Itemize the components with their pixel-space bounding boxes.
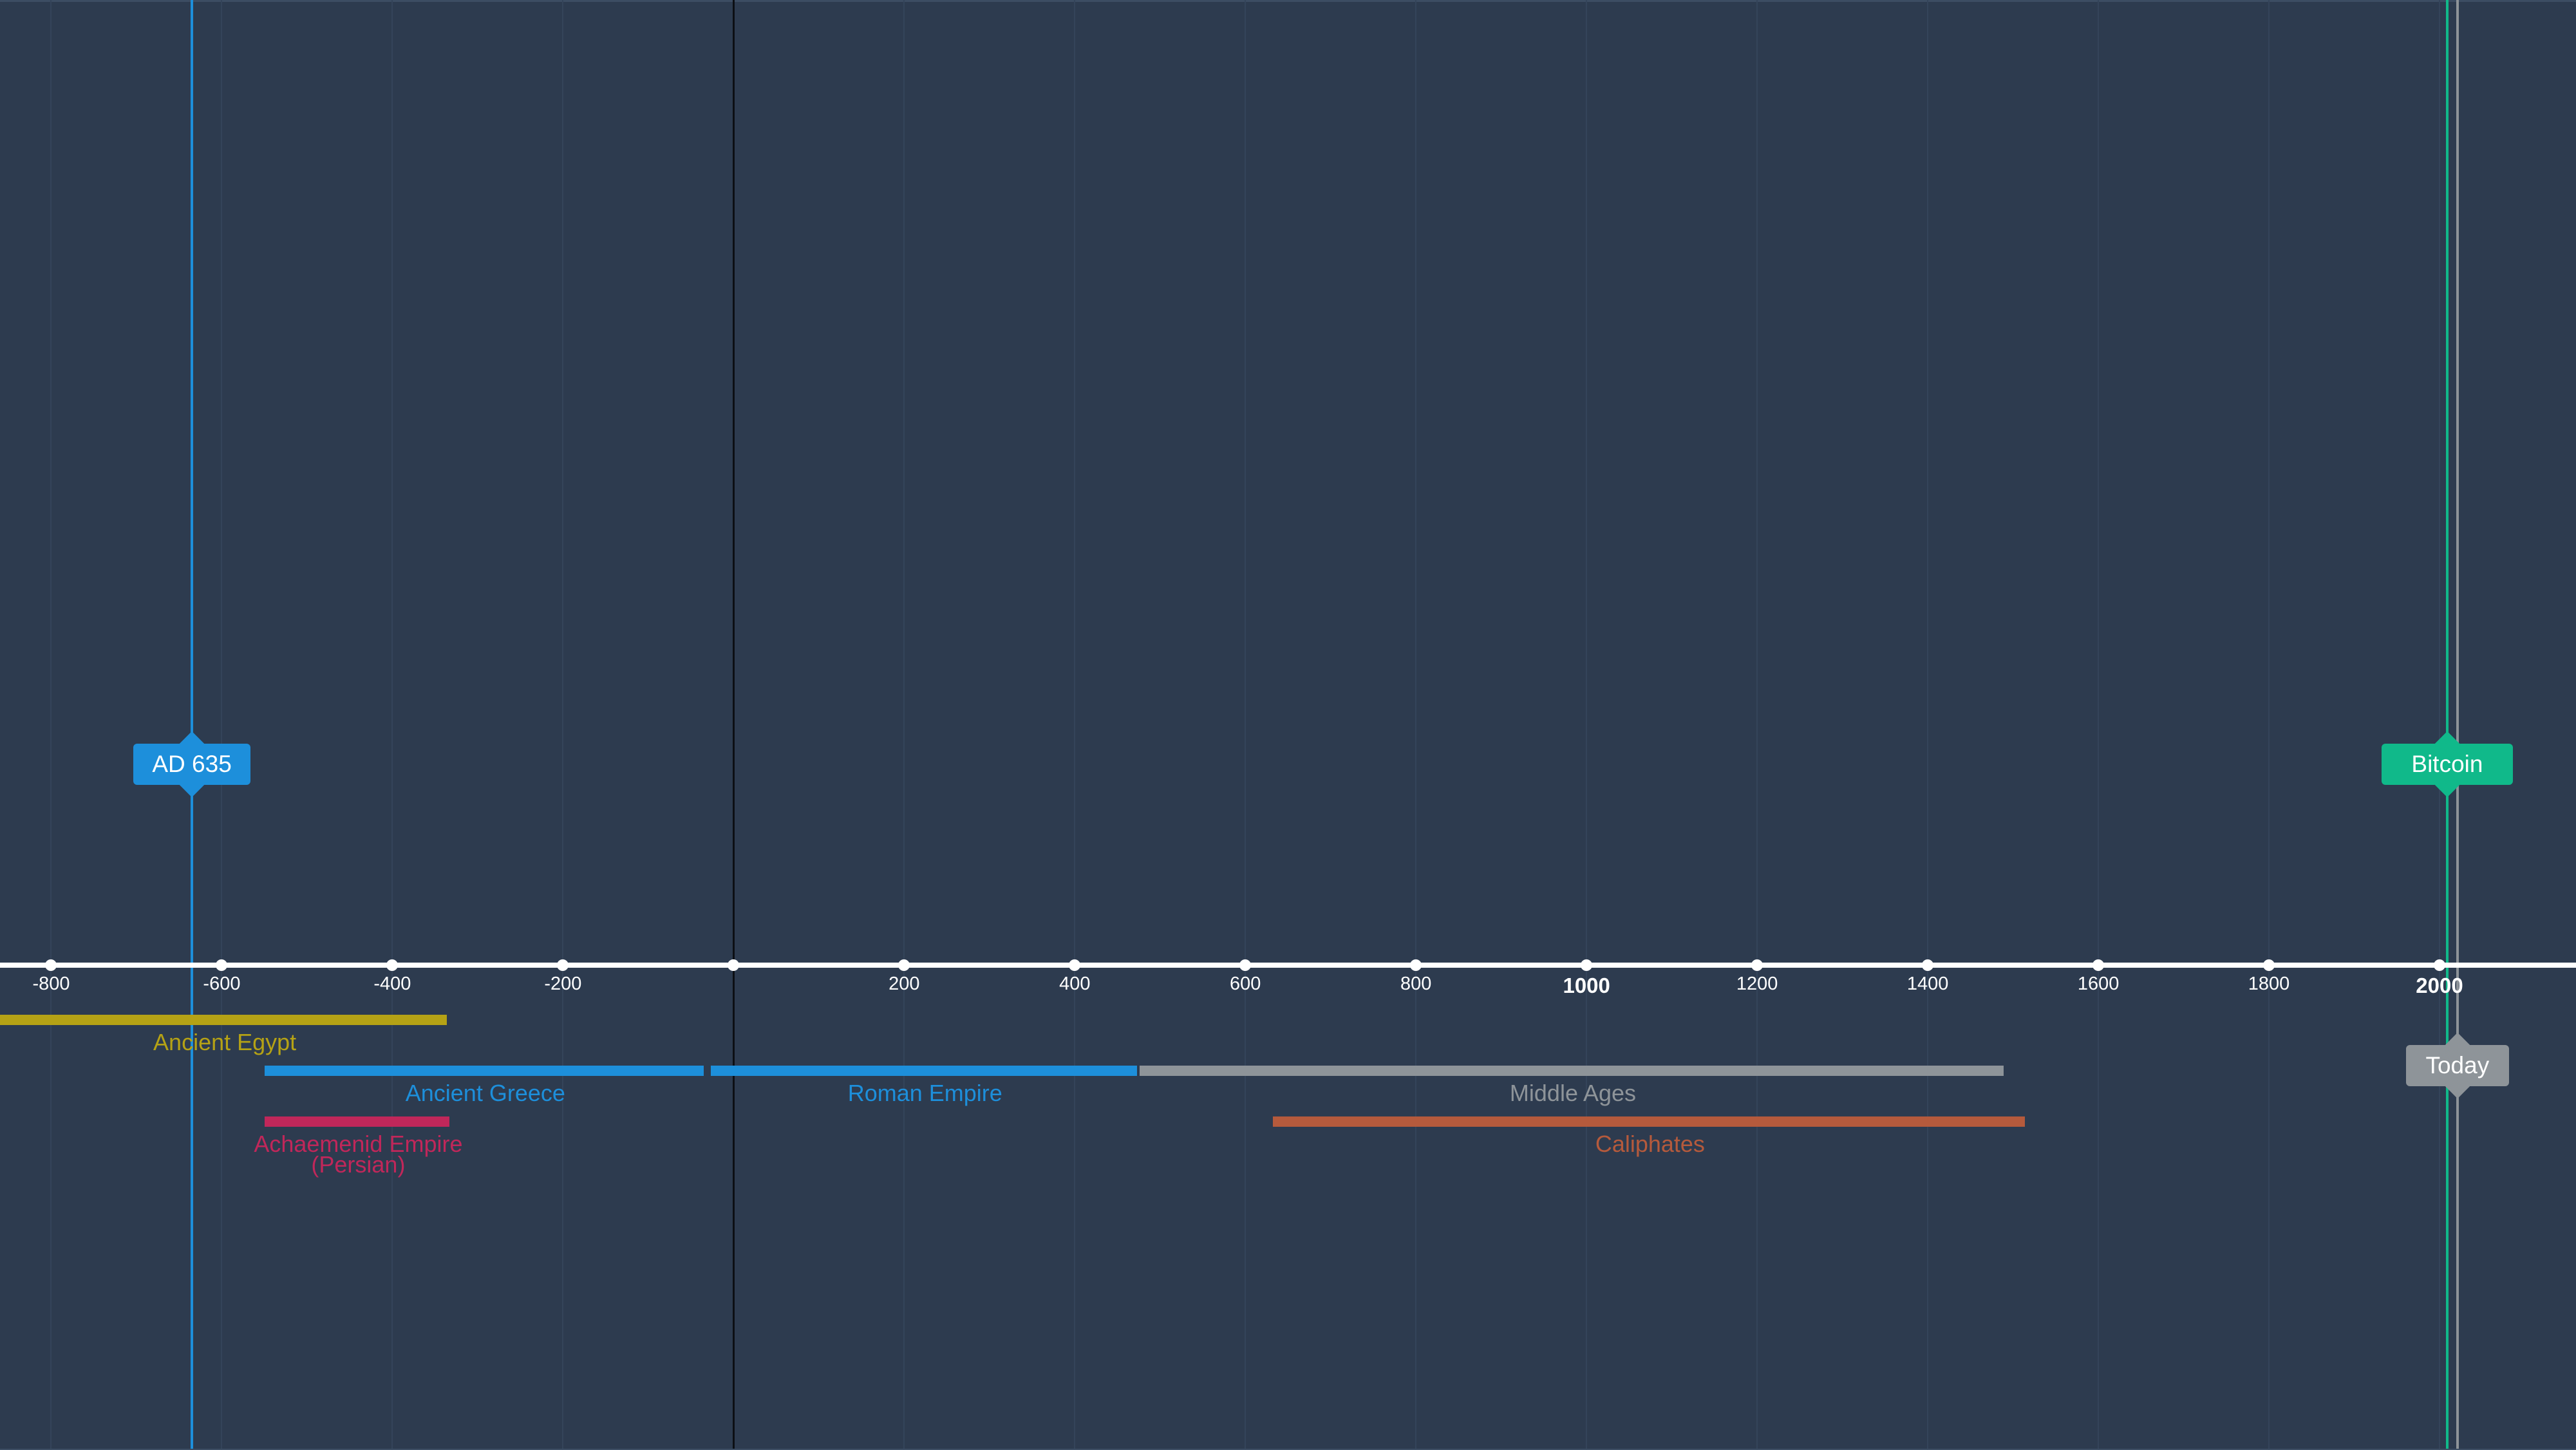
grid-line <box>562 0 564 1450</box>
grid-line <box>1756 0 1758 1450</box>
marker-flag[interactable]: Today <box>2405 1032 2509 1099</box>
tick-label: 400 <box>1059 974 1091 994</box>
grid-line <box>2439 0 2441 1450</box>
era-label: Middle Ages <box>1509 1080 1637 1106</box>
era-label: Caliphates <box>1595 1131 1705 1157</box>
tick-label: -400 <box>373 974 411 994</box>
tick-dot <box>2263 959 2275 971</box>
era-bar[interactable] <box>1272 1116 2026 1127</box>
bottom-edge <box>0 1449 2576 1450</box>
tick-label: 1800 <box>2248 974 2290 994</box>
marker-line <box>191 0 194 1450</box>
tick-dot <box>1239 959 1252 971</box>
grid-line <box>2268 0 2270 1450</box>
era-bar[interactable] <box>1139 1066 2004 1076</box>
tick-label: 1400 <box>1906 974 1949 994</box>
tick-label: 1000 <box>1563 974 1610 997</box>
tick-dot <box>386 959 399 971</box>
timeline-axis <box>0 963 2576 968</box>
tick-label: -800 <box>32 974 70 994</box>
era-bar[interactable] <box>710 1066 1137 1076</box>
marker-flag-label: Bitcoin <box>2411 751 2483 777</box>
tick-dot <box>898 959 910 971</box>
tick-dot <box>216 959 228 971</box>
tick-dot <box>1410 959 1422 971</box>
tick-label: 600 <box>1230 974 1261 994</box>
grid-line <box>391 0 393 1450</box>
marker-line <box>2445 0 2449 1450</box>
grid-line <box>1245 0 1246 1450</box>
marker-flag-label: AD 635 <box>152 751 232 777</box>
tick-dot <box>1922 959 1934 971</box>
top-edge <box>0 0 2576 2</box>
tick-label: 2000 <box>2416 974 2463 997</box>
tick-dot <box>2434 959 2446 971</box>
era-label: Achaemenid Empire (Persian) <box>254 1131 463 1178</box>
era-bar[interactable] <box>264 1066 704 1076</box>
tick-label: -200 <box>544 974 582 994</box>
era-bar[interactable] <box>264 1116 450 1127</box>
tick-label: 800 <box>1400 974 1432 994</box>
marker-flag-label: Today <box>2425 1052 2490 1078</box>
grid-line <box>1927 0 1929 1450</box>
grid-line <box>1074 0 1076 1450</box>
tick-dot <box>1069 959 1081 971</box>
tick-dot <box>728 959 740 971</box>
era-label: Roman Empire <box>847 1080 1002 1106</box>
grid-line <box>1415 0 1417 1450</box>
tick-dot <box>1751 959 1763 971</box>
tick-dot <box>45 959 57 971</box>
year-zero-line <box>733 0 735 1450</box>
grid-line <box>221 0 223 1450</box>
marker-flag[interactable]: AD 635 <box>133 731 251 798</box>
marker-line <box>2456 0 2459 1450</box>
grid-line <box>50 0 52 1450</box>
grid-line <box>2098 0 2100 1450</box>
era-label: Ancient Egypt <box>153 1029 297 1055</box>
tick-label: 200 <box>888 974 920 994</box>
grid-line <box>1586 0 1588 1450</box>
tick-label: 1600 <box>2077 974 2120 994</box>
marker-flag[interactable]: Bitcoin <box>2381 731 2513 798</box>
grid-line <box>903 0 905 1450</box>
era-label: Ancient Greece <box>405 1080 565 1106</box>
tick-label: 1200 <box>1736 974 1778 994</box>
era-bar[interactable] <box>0 1015 447 1025</box>
tick-label: -600 <box>203 974 241 994</box>
tick-dot <box>557 959 569 971</box>
tick-dot <box>1581 959 1593 971</box>
tick-dot <box>2092 959 2105 971</box>
